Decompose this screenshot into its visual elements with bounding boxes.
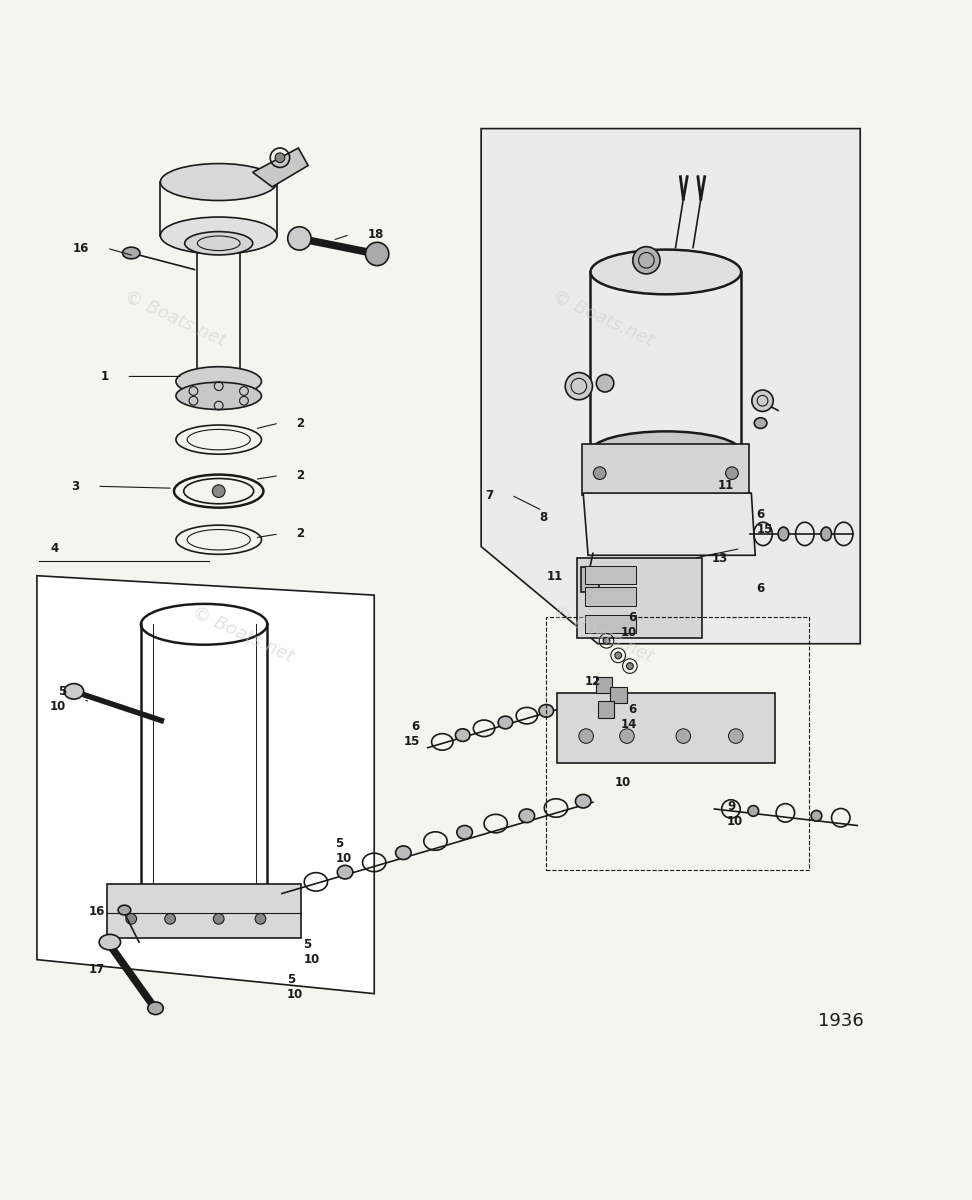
Ellipse shape bbox=[337, 865, 353, 878]
Ellipse shape bbox=[778, 527, 789, 541]
Bar bbox=[585, 614, 636, 634]
Text: 17: 17 bbox=[88, 962, 105, 976]
Ellipse shape bbox=[185, 232, 253, 254]
Ellipse shape bbox=[677, 728, 691, 743]
Text: 12: 12 bbox=[585, 676, 602, 688]
Ellipse shape bbox=[820, 527, 831, 541]
Ellipse shape bbox=[519, 809, 535, 822]
Text: 4: 4 bbox=[51, 542, 58, 554]
Text: © Boats.net: © Boats.net bbox=[190, 602, 296, 665]
Text: 8: 8 bbox=[539, 511, 547, 524]
Text: 6: 6 bbox=[756, 582, 764, 595]
Ellipse shape bbox=[603, 637, 610, 644]
Ellipse shape bbox=[754, 418, 767, 428]
Text: 13: 13 bbox=[712, 552, 728, 565]
Ellipse shape bbox=[126, 913, 136, 924]
Ellipse shape bbox=[288, 227, 311, 250]
Text: 2: 2 bbox=[296, 416, 304, 430]
Bar bbox=[577, 558, 702, 638]
Text: 9
10: 9 10 bbox=[727, 800, 744, 828]
Polygon shape bbox=[481, 128, 860, 643]
Bar bbox=[598, 701, 614, 718]
Text: 6
10: 6 10 bbox=[620, 611, 637, 640]
Ellipse shape bbox=[212, 485, 226, 498]
Polygon shape bbox=[253, 148, 308, 187]
Ellipse shape bbox=[119, 905, 130, 914]
Ellipse shape bbox=[148, 1002, 163, 1014]
Ellipse shape bbox=[365, 242, 389, 265]
Ellipse shape bbox=[255, 913, 266, 924]
Text: 16: 16 bbox=[73, 241, 89, 254]
Ellipse shape bbox=[579, 728, 594, 743]
Text: 5
10: 5 10 bbox=[287, 973, 303, 1001]
Text: © Boats.net: © Boats.net bbox=[549, 287, 656, 349]
Ellipse shape bbox=[213, 913, 224, 924]
Ellipse shape bbox=[396, 846, 411, 859]
Text: 16: 16 bbox=[88, 905, 105, 918]
Ellipse shape bbox=[575, 794, 591, 808]
Text: 18: 18 bbox=[367, 228, 384, 241]
Ellipse shape bbox=[614, 652, 622, 659]
Text: 1: 1 bbox=[101, 370, 109, 383]
Polygon shape bbox=[583, 493, 755, 556]
Polygon shape bbox=[37, 576, 374, 994]
Ellipse shape bbox=[176, 383, 261, 409]
Ellipse shape bbox=[752, 390, 774, 412]
Text: 5
10: 5 10 bbox=[50, 685, 66, 713]
Bar bbox=[596, 677, 612, 694]
Bar bbox=[585, 587, 636, 606]
Text: 6
15: 6 15 bbox=[756, 509, 773, 536]
Ellipse shape bbox=[725, 467, 739, 480]
Ellipse shape bbox=[176, 367, 261, 396]
Text: 5
10: 5 10 bbox=[303, 938, 320, 966]
Ellipse shape bbox=[457, 826, 472, 839]
Text: 6
14: 6 14 bbox=[620, 703, 637, 731]
Text: 2: 2 bbox=[296, 528, 304, 540]
Ellipse shape bbox=[748, 805, 758, 816]
Ellipse shape bbox=[160, 217, 277, 254]
Ellipse shape bbox=[729, 728, 743, 743]
Text: 1936: 1936 bbox=[818, 1012, 864, 1030]
Ellipse shape bbox=[566, 372, 593, 400]
Ellipse shape bbox=[591, 431, 742, 472]
Bar bbox=[585, 566, 636, 584]
Bar bbox=[107, 884, 301, 938]
Text: 3: 3 bbox=[72, 480, 80, 493]
Text: 11: 11 bbox=[546, 570, 563, 583]
Ellipse shape bbox=[498, 716, 513, 728]
Bar bbox=[557, 694, 775, 763]
Text: © Boats.net: © Boats.net bbox=[549, 602, 656, 665]
Polygon shape bbox=[582, 444, 749, 494]
Ellipse shape bbox=[165, 913, 175, 924]
Ellipse shape bbox=[160, 163, 277, 200]
Ellipse shape bbox=[275, 152, 285, 162]
Text: © Boats.net: © Boats.net bbox=[122, 287, 228, 349]
Ellipse shape bbox=[594, 467, 607, 480]
Ellipse shape bbox=[626, 662, 634, 670]
Text: 5
10: 5 10 bbox=[335, 836, 352, 865]
Text: 2: 2 bbox=[296, 469, 304, 482]
Ellipse shape bbox=[591, 250, 742, 294]
Text: 7: 7 bbox=[486, 488, 494, 502]
Ellipse shape bbox=[539, 704, 554, 718]
Ellipse shape bbox=[811, 810, 821, 821]
Text: 10: 10 bbox=[614, 776, 631, 790]
Ellipse shape bbox=[122, 247, 140, 259]
Bar bbox=[610, 686, 627, 703]
Ellipse shape bbox=[633, 247, 660, 274]
Ellipse shape bbox=[99, 935, 121, 950]
Ellipse shape bbox=[597, 374, 614, 392]
Ellipse shape bbox=[64, 684, 84, 700]
Bar bbox=[581, 566, 599, 593]
Text: 6
15: 6 15 bbox=[403, 720, 420, 748]
Ellipse shape bbox=[620, 728, 634, 743]
Ellipse shape bbox=[455, 728, 470, 742]
Text: 11: 11 bbox=[717, 479, 734, 492]
